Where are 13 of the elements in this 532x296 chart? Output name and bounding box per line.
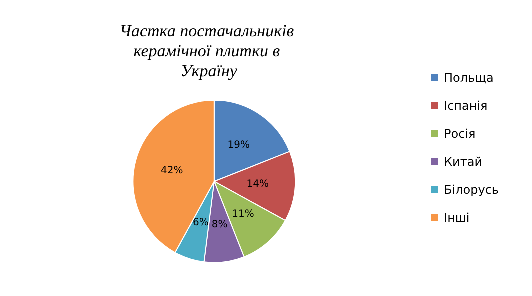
data-label: 11% (232, 208, 254, 220)
data-label: 6% (192, 218, 209, 229)
data-label: 8% (212, 219, 228, 230)
legend-label: Інші (444, 211, 470, 225)
data-label: 19% (228, 140, 250, 152)
legend-label: Білорусь (444, 183, 499, 197)
chart-title: Частка постачальників керамічної плитки в Україну (120, 22, 298, 80)
legend-label: Китай (444, 155, 482, 169)
data-label: 14% (246, 178, 270, 190)
legend-label: Росія (444, 127, 476, 141)
legend-label: Польща (444, 71, 494, 85)
data-label: 42% (161, 165, 184, 176)
legend-label: Іспанія (444, 99, 488, 113)
